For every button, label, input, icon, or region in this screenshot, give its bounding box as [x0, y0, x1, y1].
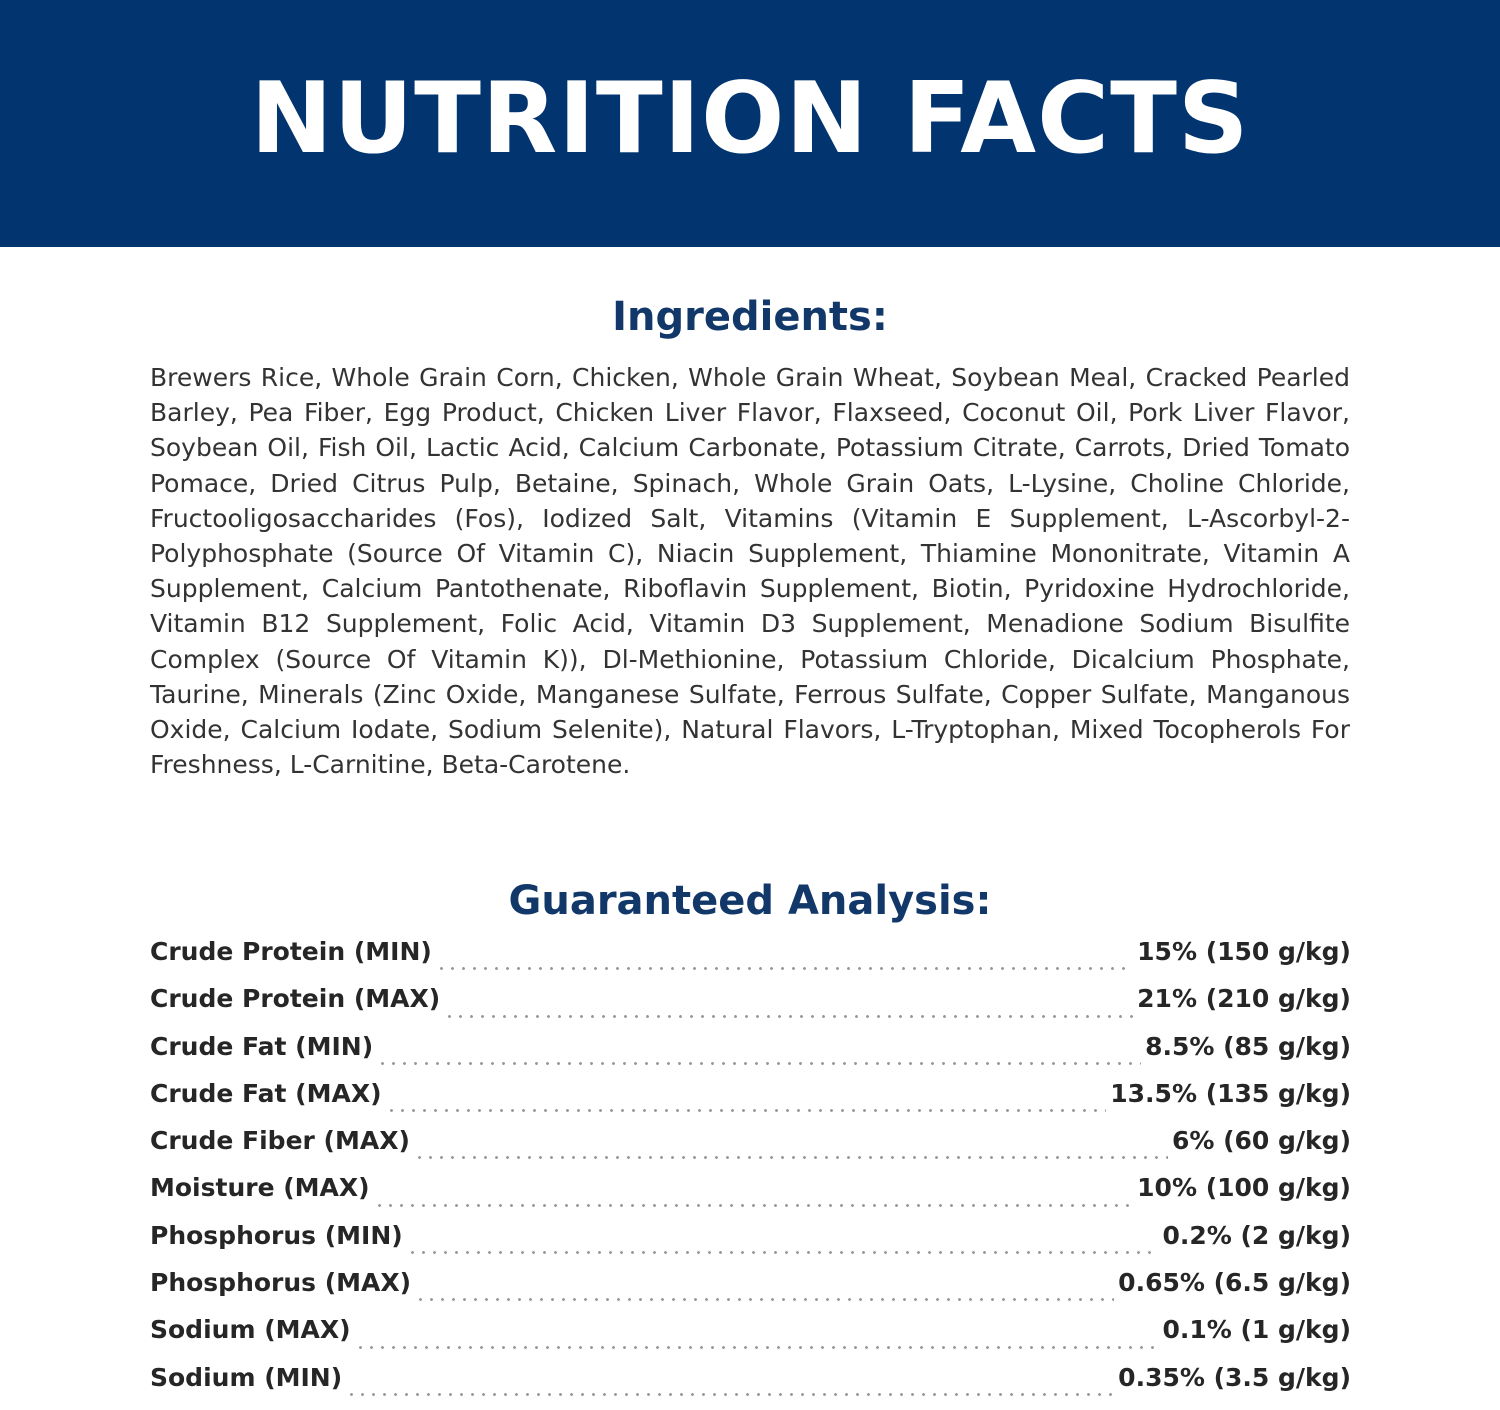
guaranteed-analysis-heading: Guaranteed Analysis: [508, 878, 992, 924]
dot-leader [444, 1014, 1134, 1018]
ingredients-heading: Ingredients: [612, 294, 888, 340]
analysis-row: Phosphorus (MIN) 0.2% (2 g/kg) [150, 1221, 1351, 1268]
analysis-label: Sodium (MAX) [150, 1315, 351, 1345]
analysis-value: 15% (150 g/kg) [1137, 937, 1351, 966]
analysis-label: Crude Protein (MIN) [150, 937, 432, 966]
analysis-value: 0.35% (3.5 g/kg) [1118, 1362, 1351, 1392]
analysis-label: Phosphorus (MAX) [150, 1268, 412, 1298]
analysis-value: 8.5% (85 g/kg) [1145, 1031, 1351, 1061]
ingredients-text: Brewers Rice, Whole Grain Corn, Chicken,… [150, 363, 1350, 780]
analysis-label: Crude Fat (MIN) [150, 1031, 374, 1061]
analysis-value: 10% (100 g/kg) [1137, 1173, 1351, 1203]
dot-leader [377, 1061, 1142, 1065]
analysis-label: Crude Fiber (MAX) [150, 1126, 410, 1156]
analysis-label: Crude Fat (MAX) [150, 1078, 382, 1108]
analysis-row: Crude Fat (MAX) 13.5% (135 g/kg) [150, 1079, 1351, 1126]
dot-leader [435, 967, 1134, 971]
dot-leader [373, 1203, 1134, 1207]
analysis-row: Crude Fat (MIN) 8.5% (85 g/kg) [150, 1032, 1351, 1079]
analysis-row: Sodium (MIN) 0.35% (3.5 g/kg) [150, 1363, 1351, 1410]
dot-leader [413, 1156, 1168, 1160]
dot-leader [385, 1109, 1107, 1113]
analysis-label: Sodium (MIN) [150, 1362, 343, 1392]
analysis-value: 6% (60 g/kg) [1171, 1126, 1351, 1156]
analysis-value: 21% (210 g/kg) [1137, 984, 1351, 1014]
guaranteed-analysis-list: Crude Protein (MIN) 15% (150 g/kg) Crude… [150, 937, 1351, 1410]
analysis-label: Moisture (MAX) [150, 1173, 370, 1203]
nutrition-facts-banner: NUTRITION FACTS [0, 0, 1500, 247]
analysis-row: Crude Fiber (MAX) 6% (60 g/kg) [150, 1126, 1351, 1173]
dot-leader [346, 1392, 1115, 1396]
analysis-row: Crude Protein (MIN) 15% (150 g/kg) [150, 937, 1351, 984]
page-title: NUTRITION FACTS [250, 61, 1250, 176]
dot-leader [406, 1251, 1159, 1255]
analysis-value: 0.65% (6.5 g/kg) [1118, 1268, 1351, 1298]
analysis-value: 13.5% (135 g/kg) [1110, 1078, 1351, 1108]
analysis-label: Phosphorus (MIN) [150, 1220, 403, 1250]
dot-leader [354, 1345, 1159, 1349]
dot-leader [415, 1298, 1115, 1302]
analysis-value: 0.2% (2 g/kg) [1162, 1220, 1351, 1250]
analysis-row: Moisture (MAX) 10% (100 g/kg) [150, 1173, 1351, 1220]
analysis-row: Phosphorus (MAX) 0.65% (6.5 g/kg) [150, 1268, 1351, 1315]
analysis-row: Crude Protein (MAX) 21% (210 g/kg) [150, 984, 1351, 1031]
analysis-value: 0.1% (1 g/kg) [1162, 1315, 1351, 1345]
analysis-label: Crude Protein (MAX) [150, 984, 441, 1014]
analysis-row: Sodium (MAX) 0.1% (1 g/kg) [150, 1315, 1351, 1362]
